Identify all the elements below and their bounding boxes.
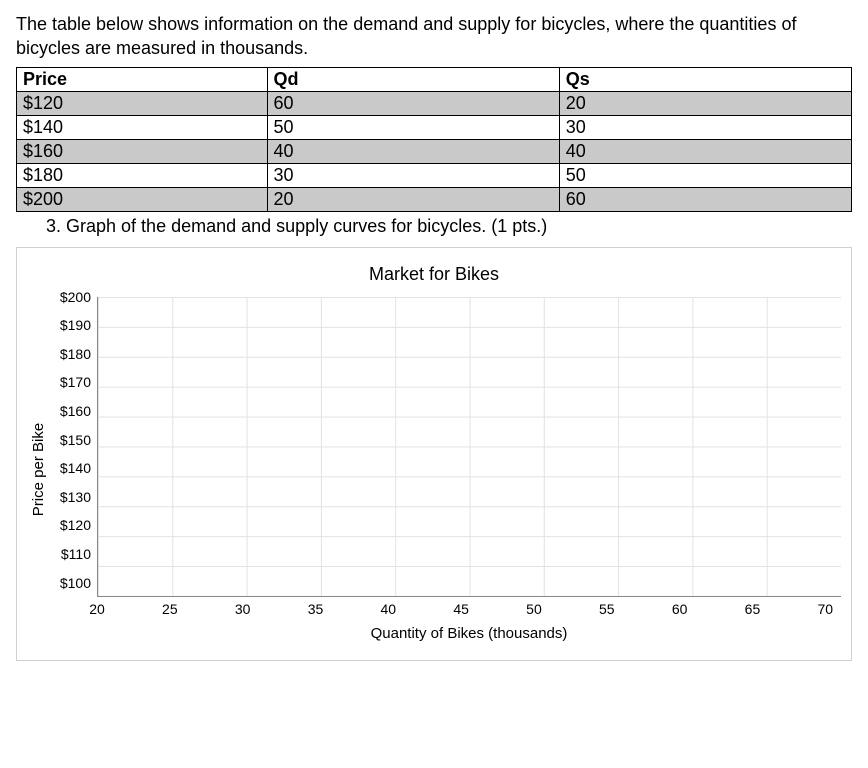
table-cell: $140	[17, 115, 268, 139]
table-row: $2002060	[17, 187, 852, 211]
col-header-price: Price	[17, 67, 268, 91]
y-axis-label-wrap: Price per Bike	[27, 297, 51, 642]
x-tick: 25	[162, 601, 178, 617]
y-tick: $200	[60, 290, 91, 304]
col-header-qs: Qs	[559, 67, 851, 91]
table-row: $1604040	[17, 139, 852, 163]
y-axis-ticks: $200$190$180$170$160$150$140$130$120$110…	[51, 297, 97, 597]
table-cell: $200	[17, 187, 268, 211]
intro-text: The table below shows information on the…	[16, 12, 852, 61]
y-tick: $160	[60, 404, 91, 418]
table-row: $1803050	[17, 163, 852, 187]
x-tick: 45	[453, 601, 469, 617]
table-cell: 40	[267, 139, 559, 163]
table-cell: 40	[559, 139, 851, 163]
table-header-row: Price Qd Qs	[17, 67, 852, 91]
x-tick: 60	[672, 601, 688, 617]
table-cell: 30	[267, 163, 559, 187]
table-cell: 30	[559, 115, 851, 139]
x-tick: 35	[308, 601, 324, 617]
x-tick: 30	[235, 601, 251, 617]
question-text: 3. Graph of the demand and supply curves…	[16, 216, 852, 237]
y-tick: $110	[61, 547, 91, 561]
table-cell: 60	[559, 187, 851, 211]
table-cell: $120	[17, 91, 268, 115]
table-cell: 50	[559, 163, 851, 187]
table-cell: 20	[267, 187, 559, 211]
table-cell: 60	[267, 91, 559, 115]
y-tick: $190	[60, 318, 91, 332]
y-tick: $130	[60, 490, 91, 504]
y-tick: $170	[60, 375, 91, 389]
x-tick: 55	[599, 601, 615, 617]
table-cell: 20	[559, 91, 851, 115]
table-cell: 50	[267, 115, 559, 139]
x-tick: 20	[89, 601, 105, 617]
x-axis-label: Quantity of Bikes (thousands)	[51, 625, 841, 642]
plot-area	[97, 297, 841, 597]
table-row: $1405030	[17, 115, 852, 139]
table-cell: $180	[17, 163, 268, 187]
x-tick: 40	[381, 601, 397, 617]
x-tick: 65	[745, 601, 761, 617]
y-tick: $150	[60, 433, 91, 447]
x-axis-ticks: 2025303540455055606570	[97, 601, 841, 617]
x-tick: 50	[526, 601, 542, 617]
col-header-qd: Qd	[267, 67, 559, 91]
y-tick: $120	[60, 518, 91, 532]
chart-container: Market for Bikes Price per Bike $200 $190…	[16, 247, 852, 661]
supply-demand-table: Price Qd Qs $1206020$1405030$1604040$180…	[16, 67, 852, 212]
x-tick: 70	[817, 601, 833, 617]
y-tick: $100	[60, 576, 91, 590]
table-cell: $160	[17, 139, 268, 163]
y-tick: $140	[60, 461, 91, 475]
y-tick: $180	[60, 347, 91, 361]
table-row: $1206020	[17, 91, 852, 115]
y-axis-label: Price per Bike	[31, 422, 48, 515]
chart-title: Market for Bikes	[27, 264, 841, 285]
